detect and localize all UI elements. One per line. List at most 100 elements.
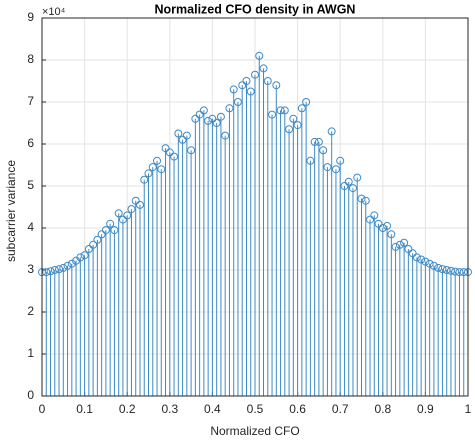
stem-marker xyxy=(259,64,268,73)
stem-marker xyxy=(459,268,468,277)
stem-marker xyxy=(378,224,387,232)
stem-marker xyxy=(140,175,149,184)
x-tick-label: 0.6 xyxy=(289,402,306,416)
stem-marker xyxy=(442,266,451,274)
stem-marker xyxy=(361,196,370,205)
stem-marker xyxy=(285,125,294,134)
stem-marker xyxy=(417,255,426,264)
y-tick-label: 1 xyxy=(27,346,34,360)
stem-marker xyxy=(446,266,455,275)
stem-marker xyxy=(297,104,306,113)
stem-marker xyxy=(251,70,259,79)
stem-marker xyxy=(293,121,302,130)
stem-marker xyxy=(421,257,430,266)
stem-marker xyxy=(455,268,464,277)
stem-marker xyxy=(434,263,443,272)
stem-marker xyxy=(195,110,204,119)
stem-marker xyxy=(242,77,251,85)
y-tick-label: 2 xyxy=(27,304,34,318)
stem-marker xyxy=(366,215,375,224)
stem-marker xyxy=(374,219,383,228)
stem-marker xyxy=(229,85,238,94)
y-scale-label: ×10⁴ xyxy=(42,6,66,18)
y-axis-label: subcarrier variance xyxy=(4,160,18,262)
stem-marker xyxy=(153,156,162,165)
y-tick-label: 5 xyxy=(27,178,34,192)
stem-marker xyxy=(55,265,64,274)
stem-marker xyxy=(246,87,255,96)
stem-marker xyxy=(348,184,357,193)
stem-marker xyxy=(331,165,340,174)
y-tick-label: 4 xyxy=(27,220,34,234)
stem-marker xyxy=(174,129,183,138)
stem-marker xyxy=(178,135,187,144)
y-tick-label: 6 xyxy=(27,136,34,150)
x-axis-label: Normalized CFO xyxy=(210,424,299,438)
stem-marker xyxy=(391,242,400,251)
chart-title: Normalized CFO density in AWGN xyxy=(155,2,356,16)
stem-marker xyxy=(280,106,289,115)
stem-marker xyxy=(123,211,132,220)
stem-marker xyxy=(114,209,123,218)
axes-box xyxy=(41,17,469,397)
stem-marker xyxy=(438,265,447,274)
stem-marker xyxy=(208,114,217,123)
stem-marker xyxy=(42,268,51,277)
stem-marker xyxy=(306,156,315,165)
stem-marker xyxy=(353,173,362,182)
stem-marker xyxy=(63,261,72,270)
stem-marker xyxy=(387,230,396,239)
stem-marker xyxy=(412,253,421,262)
y-tick-label: 0 xyxy=(27,388,34,402)
stem-marker xyxy=(182,131,191,140)
stem-marker xyxy=(135,200,144,209)
stem-marker xyxy=(408,249,417,258)
stem-marker xyxy=(157,165,166,174)
stem-marker xyxy=(101,226,110,235)
stem-marker xyxy=(404,245,413,253)
stem-marker xyxy=(106,219,115,228)
stem-marker xyxy=(170,152,179,161)
y-tick-label: 7 xyxy=(27,94,34,108)
stem-marker xyxy=(89,240,98,249)
stem-marker xyxy=(67,259,76,268)
stem-marker xyxy=(84,245,93,253)
stem-marker xyxy=(400,238,409,247)
stem-marker xyxy=(148,163,157,172)
stem-marker xyxy=(263,77,272,85)
stem-marker xyxy=(383,221,392,230)
stem-marker xyxy=(233,98,242,106)
stem-marker xyxy=(204,116,213,125)
stem-marker xyxy=(127,205,136,214)
stem-marker xyxy=(357,194,366,203)
stem-marker xyxy=(110,226,119,235)
stem-marker xyxy=(344,177,353,186)
stem-marker xyxy=(276,106,285,115)
stem-marker xyxy=(131,196,140,205)
stem-marker xyxy=(221,131,230,140)
stem-marker xyxy=(50,266,59,274)
stem-marker xyxy=(255,51,264,60)
stem-marker xyxy=(76,253,85,262)
stem-marker xyxy=(165,148,174,157)
x-tick-label: 0.4 xyxy=(204,402,221,416)
stem-marker xyxy=(59,263,68,272)
stem-marker xyxy=(272,81,281,90)
stem-marker xyxy=(302,98,311,106)
x-tick-label: 0.5 xyxy=(247,402,264,416)
stem-marker xyxy=(340,182,349,190)
y-tick-label: 8 xyxy=(27,52,34,66)
y-tick-label: 3 xyxy=(27,262,34,276)
stem-marker xyxy=(319,146,328,155)
stem-marker xyxy=(199,106,208,115)
y-tick-label: 9 xyxy=(27,10,34,24)
stem-marker xyxy=(97,230,106,239)
x-tick-label: 0.9 xyxy=(417,402,434,416)
x-tick-label: 1 xyxy=(465,402,472,416)
stem-marker xyxy=(310,137,319,146)
stem-marker xyxy=(323,163,332,172)
stem-marker xyxy=(370,211,379,220)
stem-marker xyxy=(425,259,434,268)
